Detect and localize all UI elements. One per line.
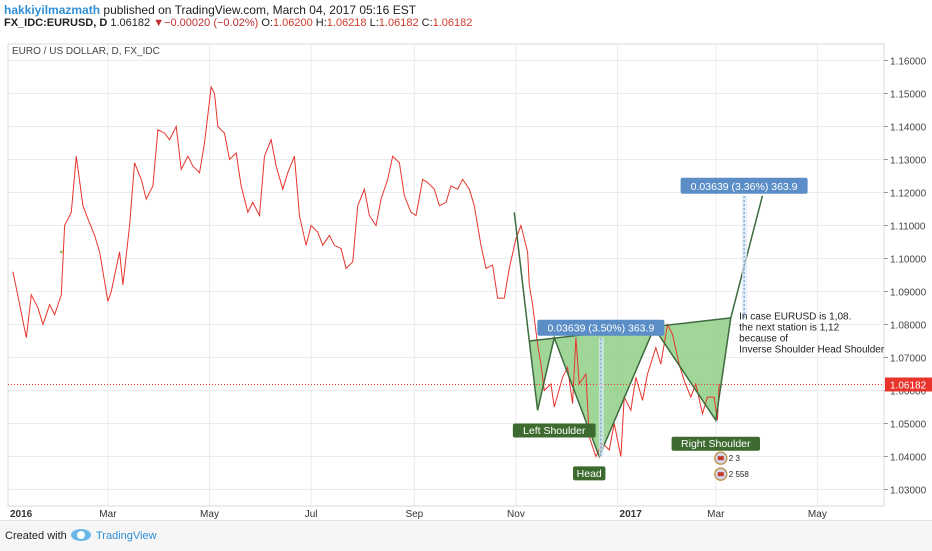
symbol-label: FX_IDC:EURUSD, D <box>4 17 108 29</box>
open-label: O: <box>261 17 273 29</box>
x-tick-label: Nov <box>507 509 525 520</box>
annotation-line: because of <box>739 334 788 345</box>
flag-marker-label: 2 3 <box>729 454 741 463</box>
y-tick-label: 1.08000 <box>890 321 927 332</box>
open-value: 1.06200 <box>272 17 313 29</box>
pattern-label-box <box>671 436 760 451</box>
author-link[interactable]: hakkiyilmazmath <box>4 3 101 17</box>
flag-stripe-icon <box>717 472 724 477</box>
measure-box <box>537 319 665 336</box>
pattern-label: Left Shoulder <box>523 425 586 437</box>
low-label: L: <box>369 17 379 29</box>
y-tick-label: 1.09000 <box>890 288 927 299</box>
publish-line: hakkiyilmazmath published on TradingView… <box>4 3 416 17</box>
pattern-fill <box>654 317 731 421</box>
x-tick-label: May <box>808 509 827 520</box>
y-tick-label: 1.07000 <box>890 354 927 365</box>
close-value: 1.06182 <box>432 17 473 29</box>
flag-marker-label: 2 558 <box>729 470 750 479</box>
price-dot <box>59 250 63 254</box>
high-label: H: <box>315 17 327 29</box>
tradingview-logo-icon[interactable] <box>70 528 92 542</box>
last-price-tag <box>885 377 932 392</box>
measure-box <box>680 177 808 194</box>
high-value: 1.06218 <box>326 17 367 29</box>
pattern-fill <box>554 327 655 457</box>
y-tick-label: 1.06000 <box>890 387 927 398</box>
y-tick-label: 1.15000 <box>890 90 927 101</box>
footer-bar: Created with TradingView <box>0 520 932 551</box>
y-tick-label: 1.16000 <box>890 57 927 68</box>
annotation-line: In case EURUSD is 1,08. <box>739 312 851 323</box>
chart-container[interactable]: EURO / US DOLLAR, D, FX_IDC 0.03639 (3.5… <box>0 34 932 520</box>
x-tick-label: Jul <box>305 509 318 520</box>
close-label: C: <box>421 17 433 29</box>
annotation-line: the next station is 1,12 <box>739 323 840 334</box>
flag-stripe-icon <box>717 456 724 461</box>
price-chart[interactable]: EURO / US DOLLAR, D, FX_IDC 0.03639 (3.5… <box>0 34 932 520</box>
y-tick-label: 1.04000 <box>890 453 927 464</box>
y-tick-label: 1.10000 <box>890 255 927 266</box>
y-tick-label: 1.03000 <box>890 486 927 497</box>
x-tick-label: 2016 <box>10 509 33 520</box>
measure-range <box>598 337 604 457</box>
y-tick-label: 1.11000 <box>890 222 926 233</box>
pattern-label-box <box>512 423 596 438</box>
x-tick-label: May <box>200 509 219 520</box>
measure-label: 0.03639 (3.50%) 363.9 <box>547 323 654 335</box>
price-value: 1.06182 <box>110 17 151 29</box>
change-value: −0.00020 (−0.02%) <box>164 17 259 29</box>
pattern-label: Head <box>577 468 602 480</box>
last-price-label: 1.06182 <box>890 380 927 391</box>
x-tick-label: Mar <box>707 509 725 520</box>
published-text: published on TradingView.com, March 04, … <box>103 3 417 17</box>
y-tick-label: 1.12000 <box>890 189 927 200</box>
tradingview-brand-link[interactable]: TradingView <box>96 530 157 542</box>
ohlc-line: FX_IDC:EURUSD, D 1.06182 ▼−0.00020 (−0.0… <box>4 17 472 29</box>
y-tick-label: 1.14000 <box>890 123 927 134</box>
measure-label: 0.03639 (3.36%) 363.9 <box>691 181 798 193</box>
chart-title: EURO / US DOLLAR, D, FX_IDC <box>12 46 160 57</box>
y-tick-label: 1.13000 <box>890 156 927 167</box>
low-value: 1.06182 <box>378 17 419 29</box>
created-with-text: Created with <box>5 530 67 542</box>
x-tick-label: Sep <box>405 509 423 520</box>
pattern-label: Right Shoulder <box>681 438 751 450</box>
pattern-label-box <box>573 466 606 481</box>
x-tick-label: Mar <box>99 509 117 520</box>
x-tick-label: 2017 <box>620 509 643 520</box>
down-arrow-icon: ▼ <box>153 17 165 29</box>
y-tick-label: 1.05000 <box>890 420 927 431</box>
annotation-line: Inverse Shoulder Head Shoulder <box>739 345 885 356</box>
